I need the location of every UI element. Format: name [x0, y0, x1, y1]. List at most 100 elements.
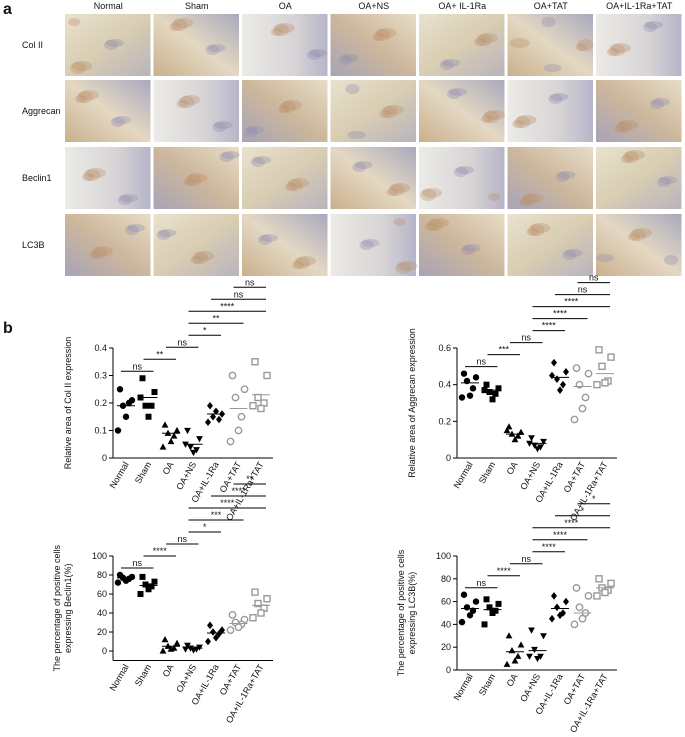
- tissue-texture: [106, 39, 124, 47]
- tissue-texture: [205, 45, 220, 55]
- tissue-texture: [447, 89, 461, 99]
- tissue-texture: [616, 121, 632, 133]
- micrograph: [419, 80, 505, 142]
- tissue-texture: [555, 172, 570, 182]
- tissue-texture: [476, 34, 492, 46]
- data-point: [472, 598, 480, 605]
- column-label: OA+NS: [358, 1, 389, 11]
- data-point: [249, 402, 257, 410]
- tissue-texture: [75, 95, 87, 103]
- data-point: [122, 413, 130, 420]
- tissue-texture: [485, 110, 505, 120]
- tissue-texture: [440, 60, 454, 70]
- micrograph: [419, 214, 505, 276]
- data-point: [151, 389, 158, 395]
- tissue-texture: [221, 151, 240, 159]
- micrograph: [153, 214, 239, 276]
- data-point: [263, 595, 271, 603]
- tissue-texture: [361, 239, 380, 247]
- tissue-texture: [278, 105, 290, 113]
- tissue-texture: [296, 256, 316, 266]
- tissue-texture: [611, 43, 631, 53]
- y-tick-label: 0.1: [94, 426, 107, 436]
- data-point: [184, 427, 191, 435]
- significance-label: ns: [177, 337, 187, 347]
- data-point: [593, 380, 601, 389]
- data-point: [495, 600, 502, 607]
- tissue-texture: [376, 28, 397, 38]
- tissue-texture: [347, 131, 366, 139]
- data-point: [517, 641, 525, 648]
- data-point: [549, 614, 555, 623]
- data-point: [125, 399, 133, 407]
- tissue-texture: [483, 111, 499, 123]
- y-tick-label: 0.4: [94, 343, 107, 353]
- column-label: OA+IL-1Ra+TAT: [606, 1, 673, 11]
- data-point: [570, 415, 579, 424]
- data-point: [607, 579, 615, 588]
- significance-label: **: [212, 313, 220, 323]
- data-point: [514, 652, 522, 659]
- data-point: [514, 432, 522, 439]
- x-tick-label: OA+NS: [174, 460, 198, 492]
- data-point: [254, 393, 262, 402]
- significance-label: ns: [521, 333, 531, 343]
- significance-label: ****: [542, 542, 557, 552]
- tissue-texture: [609, 44, 625, 56]
- tissue-texture: [185, 174, 202, 186]
- tissue-texture: [111, 117, 125, 127]
- data-point: [460, 591, 468, 598]
- tissue-texture: [258, 235, 272, 245]
- significance-label: ns: [578, 285, 588, 295]
- data-point: [463, 604, 471, 611]
- data-point: [257, 609, 265, 617]
- significance-label: ****: [542, 321, 557, 331]
- significance-label: *: [203, 522, 207, 532]
- data-point: [142, 581, 149, 588]
- tissue-texture: [89, 251, 101, 259]
- data-point: [187, 444, 194, 451]
- tissue-texture: [550, 93, 569, 101]
- significance-label: ****: [553, 530, 568, 540]
- data-point: [554, 375, 560, 383]
- tissue-texture: [650, 99, 664, 109]
- tissue-texture: [442, 59, 460, 67]
- data-point: [234, 623, 243, 632]
- data-point: [251, 358, 259, 366]
- tissue-texture: [271, 28, 283, 36]
- significance-label: *: [203, 325, 207, 335]
- tissue-texture: [509, 38, 530, 48]
- x-tick-label: Sham: [133, 663, 153, 688]
- tissue-texture: [82, 173, 94, 181]
- tissue-texture: [287, 179, 303, 191]
- tissue-texture: [307, 50, 321, 60]
- tissue-texture: [454, 167, 468, 177]
- x-tick-label: OA: [161, 460, 176, 476]
- tissue-texture: [253, 156, 271, 164]
- significance-label: ****: [564, 518, 579, 528]
- tissue-texture: [70, 62, 86, 74]
- micrograph: [242, 14, 328, 76]
- data-point: [139, 573, 146, 580]
- data-point: [578, 614, 587, 623]
- tissue-texture: [156, 230, 171, 240]
- tissue-texture: [338, 55, 353, 65]
- tissue-texture: [309, 49, 327, 57]
- tissue-texture: [643, 22, 657, 32]
- data-point: [114, 579, 122, 586]
- tissue-texture: [596, 254, 614, 262]
- data-point: [114, 427, 122, 434]
- data-point: [122, 577, 130, 584]
- tissue-texture: [374, 29, 391, 41]
- data-point: [173, 639, 181, 646]
- micrograph: [507, 80, 593, 142]
- significance-label: ****: [220, 498, 235, 508]
- tissue-texture: [169, 23, 182, 31]
- data-point: [517, 428, 525, 435]
- data-point: [263, 371, 271, 380]
- significance-label: ns: [476, 578, 486, 588]
- y-tick-label: 0: [102, 453, 107, 463]
- tissue-texture: [575, 43, 588, 51]
- data-point: [534, 446, 541, 453]
- data-point: [531, 646, 538, 654]
